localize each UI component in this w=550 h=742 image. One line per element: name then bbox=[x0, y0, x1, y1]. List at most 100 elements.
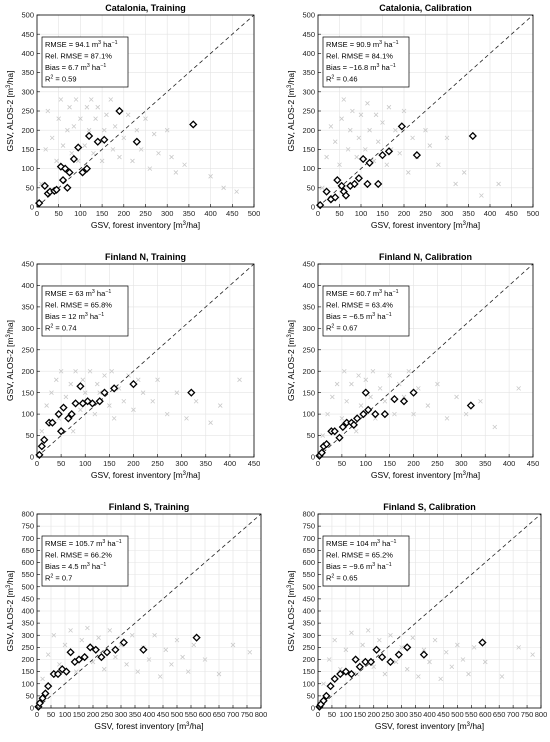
scatter-point bbox=[438, 676, 443, 682]
y-tick-label: 200 bbox=[21, 655, 34, 664]
scatter-point bbox=[102, 373, 107, 378]
x-tick-label: 300 bbox=[115, 710, 128, 719]
x-tick-label: 200 bbox=[127, 459, 140, 468]
scatter-point bbox=[411, 411, 416, 417]
x-tick-label: 200 bbox=[118, 209, 131, 218]
x-tick-label: 400 bbox=[484, 209, 497, 218]
scatter-point bbox=[399, 645, 404, 650]
scatter-point bbox=[380, 120, 385, 125]
y-tick-label: 150 bbox=[302, 388, 315, 397]
stats-line: Rel. RMSE = 84.1% bbox=[326, 52, 393, 61]
scatter-point bbox=[94, 381, 100, 387]
scatter-point bbox=[92, 411, 98, 417]
scatter-point bbox=[237, 377, 242, 383]
scatter-point bbox=[56, 116, 61, 121]
x-tick-label: 150 bbox=[354, 710, 367, 719]
scatter-point bbox=[404, 666, 410, 672]
scatter-point bbox=[150, 398, 156, 404]
bin-mean-marker bbox=[37, 442, 46, 451]
bin-mean-marker bbox=[371, 409, 380, 419]
scatter-point bbox=[471, 645, 477, 650]
bin-mean-marker bbox=[468, 131, 477, 141]
identity-line bbox=[317, 263, 534, 458]
scatter-point bbox=[78, 407, 83, 413]
bin-mean-marker bbox=[115, 106, 124, 116]
x-tick-label: 200 bbox=[398, 209, 411, 218]
bin-mean-marker bbox=[319, 696, 328, 705]
scatter-point bbox=[82, 143, 88, 148]
scatter-point bbox=[397, 150, 402, 156]
bin-mean-marker bbox=[384, 147, 394, 156]
y-tick-label: 350 bbox=[302, 619, 315, 628]
y-tick-label: 300 bbox=[21, 87, 34, 96]
scatter-point bbox=[332, 637, 338, 643]
y-tick-label: 500 bbox=[302, 582, 315, 591]
scatter-point bbox=[143, 116, 148, 121]
bin-mean-marker bbox=[419, 650, 429, 659]
y-tick-label: 100 bbox=[21, 679, 34, 688]
x-tick-label: 0 bbox=[316, 209, 320, 218]
identity-line bbox=[317, 513, 542, 709]
y-tick-label: 300 bbox=[21, 324, 34, 333]
scatter-point bbox=[435, 381, 440, 387]
scatter-point bbox=[221, 185, 226, 191]
x-tick-label: 0 bbox=[35, 459, 39, 468]
bin-mean-marker bbox=[363, 179, 372, 189]
bin-mean-marker bbox=[38, 694, 47, 703]
bin-mean-marker bbox=[364, 405, 373, 414]
scatter-point bbox=[330, 394, 335, 400]
x-tick-label: 400 bbox=[423, 710, 436, 719]
scatter-point bbox=[375, 139, 381, 145]
y-tick-label: 450 bbox=[302, 260, 315, 269]
scatter-point bbox=[353, 428, 359, 434]
scatter-point bbox=[101, 666, 107, 672]
scatter-point bbox=[121, 398, 127, 404]
scatter-point bbox=[82, 390, 88, 395]
y-tick-label: 500 bbox=[21, 11, 34, 20]
stats-line: Bias = −9.6 m3 ha−1 bbox=[326, 562, 392, 571]
stats-line: RMSE = 104 m3 ha−1 bbox=[326, 539, 396, 548]
scatter-point bbox=[324, 154, 329, 160]
y-tick-label: 50 bbox=[307, 431, 315, 440]
x-tick-label: 300 bbox=[455, 459, 468, 468]
scatter-point bbox=[356, 373, 361, 378]
scatter-point bbox=[107, 403, 112, 408]
scatter-point bbox=[496, 181, 501, 187]
bin-mean-marker bbox=[82, 164, 92, 173]
bin-mean-marker bbox=[341, 667, 350, 676]
y-tick-label: 100 bbox=[302, 679, 315, 688]
stats-line: Rel. RMSE = 63.4% bbox=[326, 301, 393, 310]
scatter-point bbox=[334, 381, 340, 387]
axes-frame bbox=[36, 263, 255, 458]
scatter-point bbox=[157, 674, 163, 679]
scatter-point bbox=[377, 637, 382, 643]
stats-line: RMSE = 60.7 m3 ha−1 bbox=[326, 289, 399, 298]
scatter-panel-4: 0 50 100 150 200 250 300 350 400 450 0 50 100 150 200 2… bbox=[286, 252, 539, 480]
x-tick-label: 100 bbox=[355, 209, 368, 218]
scatter-point bbox=[516, 386, 521, 391]
scatter-point bbox=[449, 664, 455, 670]
scatter-point bbox=[62, 642, 68, 648]
scatter-point bbox=[109, 368, 115, 374]
bin-mean-marker bbox=[119, 638, 128, 647]
y-tick-label: 550 bbox=[21, 570, 34, 579]
panel-title: Finland S, Calibration bbox=[383, 502, 476, 512]
y-axis-label: GSV, ALOS-2 [m3/ha] bbox=[286, 71, 296, 152]
scatter-point bbox=[416, 386, 421, 391]
bin-mean-marker bbox=[330, 674, 339, 684]
stats-box bbox=[41, 36, 129, 88]
bin-mean-marker bbox=[390, 394, 399, 404]
scatter-point bbox=[155, 377, 160, 383]
x-tick-label: 600 bbox=[479, 710, 492, 719]
scatter-point bbox=[401, 108, 407, 114]
x-axis-label: GSV, forest inventory [m3/ha] bbox=[94, 721, 203, 731]
bin-mean-marker bbox=[365, 158, 374, 167]
scatter-point bbox=[443, 649, 449, 655]
x-tick-label: 250 bbox=[101, 710, 114, 719]
y-tick-label: 100 bbox=[21, 164, 34, 173]
bin-mean-marker bbox=[65, 168, 74, 177]
scatter-point bbox=[338, 666, 343, 672]
scatter-point bbox=[365, 628, 371, 633]
stats-box bbox=[322, 535, 410, 587]
stats-line: R2 = 0.65 bbox=[326, 574, 358, 583]
